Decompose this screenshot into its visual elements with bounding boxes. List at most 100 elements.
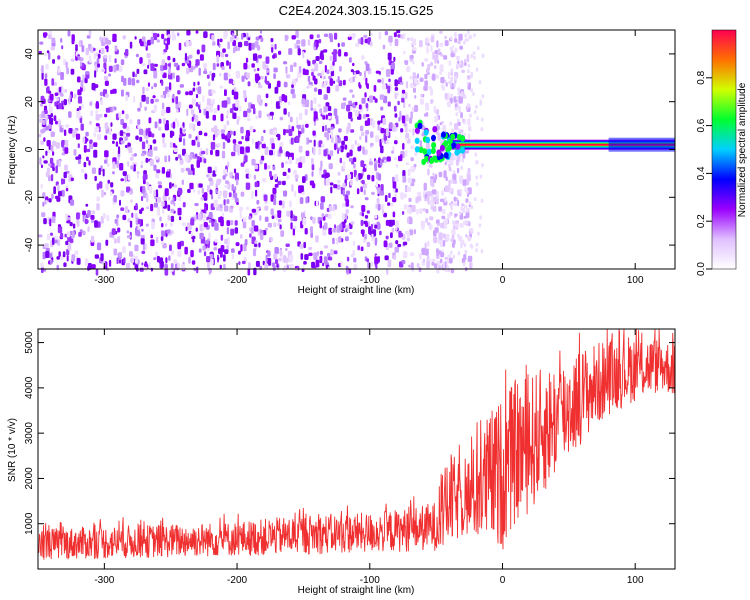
spectrogram-noise-cell: [183, 138, 186, 146]
spectrogram-noise-cell: [114, 45, 118, 52]
spectrogram-noise-cell: [290, 137, 294, 145]
spectrogram-noise-cell: [475, 104, 478, 109]
spectrogram-noise-cell: [137, 107, 141, 112]
spectrogram-noise-cell: [46, 140, 51, 147]
spectrogram-noise-cell: [283, 108, 287, 115]
spectrogram-noise-cell: [84, 77, 88, 84]
spectrogram-noise-cell: [426, 37, 430, 43]
spectrogram-noise-cell: [154, 98, 159, 103]
spectrogram-noise-cell: [415, 81, 420, 85]
spectrogram-noise-cell: [380, 145, 384, 154]
spectrogram-noise-cell: [46, 50, 50, 54]
spectrogram-noise-cell: [88, 55, 92, 63]
spectrogram-noise-cell: [54, 92, 59, 96]
spectrogram-noise-cell: [51, 37, 56, 44]
spectrogram-noise-cell: [81, 168, 85, 173]
spectrogram-noise-cell: [115, 113, 120, 121]
spectrogram-noise-cell: [454, 75, 457, 80]
spectrogram-noise-cell: [333, 184, 338, 189]
spectrogram-noise-cell: [130, 199, 133, 203]
spectrogram-noise-cell: [352, 76, 355, 82]
spectrogram-noise-cell: [208, 81, 211, 87]
spectrogram-noise-cell: [288, 124, 291, 131]
spectrogram-noise-cell: [216, 63, 220, 67]
spectrogram-noise-cell: [143, 69, 148, 75]
spectrogram-noise-cell: [469, 243, 473, 248]
spectrogram-noise-cell: [195, 87, 199, 91]
signal-onset-blob: [414, 146, 420, 153]
spectrogram-noise-cell: [260, 30, 262, 34]
spectrogram-noise-cell: [189, 182, 194, 190]
spectrogram-noise-cell: [312, 217, 316, 224]
spectrogram-noise-cell: [233, 168, 237, 174]
spectrogram-noise-cell: [348, 34, 351, 38]
spectrogram-noise-cell: [39, 41, 44, 45]
spectrogram-noise-cell: [205, 148, 209, 156]
spectrogram-noise-cell: [420, 93, 423, 98]
spectrogram-noise-cell: [401, 89, 406, 94]
spectrogram-noise-cell: [181, 179, 184, 185]
spectrogram-noise-cell: [122, 35, 126, 40]
spectrogram-noise-cell: [248, 173, 252, 179]
signal-onset-blob: [441, 131, 446, 138]
spectrogram-noise-cell: [64, 147, 69, 154]
spectrogram-noise-cell: [129, 119, 133, 125]
spectrogram-noise-cell: [130, 165, 134, 170]
spectrogram-noise-cell: [247, 81, 251, 87]
spectrogram-noise-cell: [231, 89, 235, 96]
spectrogram-noise-cell: [365, 63, 370, 72]
spectrogram-noise-cell: [211, 89, 216, 94]
spectrogram-noise-cell: [427, 196, 430, 205]
spectrogram-noise-cell: [279, 249, 282, 257]
spectrogram-noise-cell: [241, 33, 244, 40]
spectrogram-noise-cell: [244, 40, 249, 47]
spectrogram-noise-cell: [141, 62, 146, 67]
spectrogram-noise-cell: [122, 246, 126, 254]
spectrogram-noise-cell: [118, 252, 122, 258]
spectrogram-noise-cell: [353, 163, 356, 169]
spectrogram-noise-cell: [383, 159, 388, 164]
spectrogram-noise-cell: [416, 191, 422, 197]
spectrogram-noise-cell: [284, 95, 288, 103]
spectrogram-noise-cell: [202, 95, 205, 103]
spectrogram-noise-cell: [188, 41, 192, 47]
spectrogram-noise-cell: [284, 34, 288, 42]
spectrogram-noise-cell: [332, 205, 335, 212]
spectrogram-noise-cell: [279, 116, 284, 121]
spectrogram-noise-cell: [435, 219, 440, 224]
spectrogram-noise-cell: [64, 164, 68, 171]
spectrogram-noise-cell: [94, 70, 97, 78]
spectrogram-noise-cell: [226, 227, 230, 235]
spectrogram-noise-cell: [41, 212, 46, 218]
spectrogram-noise-cell: [321, 213, 325, 218]
spectrogram-noise-cell: [49, 93, 54, 101]
spectrogram-noise-cell: [143, 173, 148, 180]
spectrogram-noise-cell: [472, 51, 476, 56]
spectrogram-noise-cell: [463, 243, 467, 248]
spectrogram-noise-cell: [49, 232, 54, 236]
spectrogram-noise-cell: [377, 124, 380, 131]
spectrogram-noise-cell: [95, 109, 98, 114]
spectrogram-noise-cell: [125, 49, 129, 57]
spectrogram-noise-cell: [320, 196, 326, 203]
signal-onset-blob: [443, 140, 449, 147]
spectrogram-noise-cell: [190, 164, 194, 171]
spectrogram-noise-cell: [249, 233, 252, 238]
spectrogram-noise-cell: [112, 88, 117, 94]
spectrogram-noise-cell: [259, 215, 262, 221]
spectrogram-noise-cell: [349, 179, 353, 186]
spectrogram-noise-cell: [454, 33, 457, 38]
spectrogram-noise-cell: [223, 124, 227, 130]
spectrogram-noise-cell: [445, 176, 448, 181]
spectrogram-noise-cell: [373, 85, 377, 92]
spectrogram-noise-cell: [385, 139, 390, 145]
spectrogram-noise-cell: [226, 109, 229, 115]
spectrogram-noise-cell: [441, 84, 445, 89]
spectrogram-noise-cell: [399, 110, 402, 119]
spectrogram-noise-cell: [152, 95, 156, 99]
y-tick-label: 3000: [24, 422, 35, 445]
spectrogram-noise-cell: [349, 149, 353, 157]
spectrogram-noise-cell: [234, 172, 239, 181]
spectrogram-noise-cell: [254, 181, 258, 188]
spectrogram-noise-cell: [42, 201, 45, 207]
